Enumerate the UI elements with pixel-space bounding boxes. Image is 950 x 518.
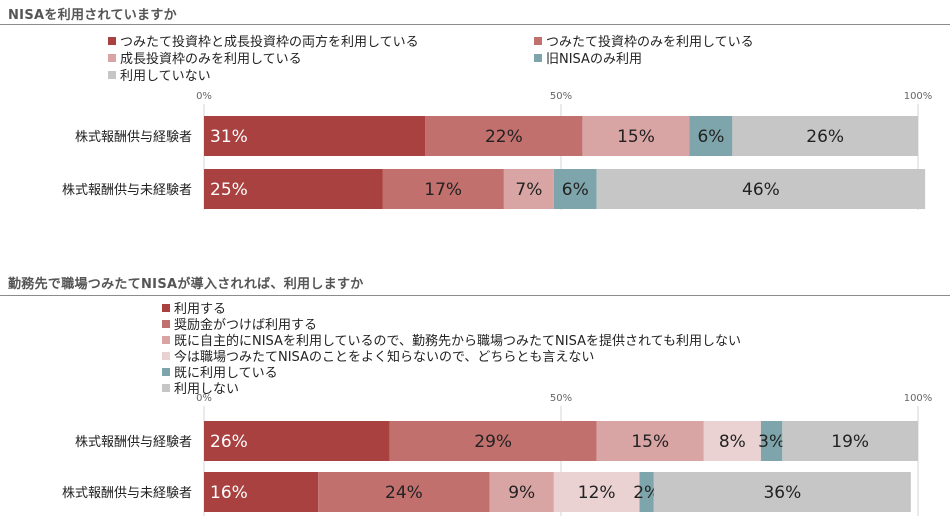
data-label: 22% <box>485 127 523 147</box>
legend-item-already-self: 既に自主的にNISAを利用しているので、勤務先から職場つみたてNISAを提供され… <box>162 334 741 349</box>
data-label: 7% <box>515 180 542 200</box>
data-label: 17% <box>424 180 462 200</box>
data-label: 36% <box>763 483 801 503</box>
category-label: 株式報酬供与経験者 <box>75 130 192 145</box>
data-label: 3% <box>758 432 785 452</box>
bar-segment <box>596 169 926 209</box>
legend-label: 利用しない <box>174 382 240 397</box>
data-label: 29% <box>474 432 512 452</box>
data-label: 15% <box>631 432 669 452</box>
chart-section-nisa-usage: NISAを利用されていますか つみたて投資枠と成長投資枠の両方を利用している つ… <box>0 8 950 210</box>
category-label: 株式報酬供与経験者 <box>75 435 192 450</box>
x-tick-label: 0% <box>196 393 212 404</box>
bar-segment <box>653 472 911 512</box>
legend-label: つみたて投資枠と成長投資枠の両方を利用している <box>120 35 419 50</box>
legend-label: 利用していない <box>120 69 211 84</box>
legend-item-will-use: 利用する <box>162 302 226 317</box>
bar-segment <box>689 116 733 156</box>
legend-swatch-will-not-use <box>162 384 170 392</box>
bar-segment <box>318 472 490 512</box>
x-tick-label: 50% <box>550 91 572 102</box>
bar-segment <box>389 421 597 461</box>
data-label: 26% <box>806 127 844 147</box>
data-label: 19% <box>831 432 869 452</box>
bar-segment <box>639 472 654 512</box>
bar-segment <box>425 116 583 156</box>
chart-title-2: 勤務先で職場つみたてNISAが導入されれば、利用しますか <box>8 277 364 292</box>
legend-item-already-using: 既に利用している <box>162 366 278 381</box>
data-label: 46% <box>742 180 780 200</box>
data-label: 31% <box>210 127 248 147</box>
legend-swatch-not-using <box>108 71 116 79</box>
bar-segment <box>503 169 554 209</box>
legend-label: 今は職場つみたてNISAのことをよく知らないので、どちらとも言えない <box>174 350 595 365</box>
x-tick-label: 100% <box>904 91 933 102</box>
bar-segment <box>204 116 426 156</box>
bar-segment <box>732 116 918 156</box>
chart-section-workplace-nisa: 勤務先で職場つみたてNISAが導入されれば、利用しますか 利用する 奨励金がつけ… <box>0 260 950 518</box>
legend-swatch-tsumitate-only <box>534 37 542 45</box>
data-label: 2% <box>633 483 660 503</box>
data-label: 6% <box>562 180 589 200</box>
data-label: 16% <box>210 483 248 503</box>
legend-item-both: つみたて投資枠と成長投資枠の両方を利用している <box>108 35 419 50</box>
legend-swatch-old-nisa <box>534 54 542 62</box>
data-label: 25% <box>210 180 248 200</box>
legend-item-undecided: 今は職場つみたてNISAのことをよく知らないので、どちらとも言えない <box>162 350 594 365</box>
bar-segment <box>204 169 383 209</box>
section-divider-2 <box>0 295 950 296</box>
bar-segment <box>204 472 319 512</box>
bar-segment <box>596 421 704 461</box>
legend-swatch-both <box>108 37 116 45</box>
category-label: 株式報酬供与未経験者 <box>62 183 192 198</box>
legend-label: 利用する <box>174 302 227 317</box>
legend-label: 既に自主的にNISAを利用しているので、勤務先から職場つみたてNISAを提供され… <box>174 334 741 349</box>
legend-label: 成長投資枠のみを利用している <box>120 52 302 67</box>
legend-label: 奨励金がつけば利用する <box>174 318 318 333</box>
legend-swatch-already-using <box>162 368 170 376</box>
data-label: 6% <box>697 127 724 147</box>
legend-swatch-if-incentive <box>162 320 170 328</box>
legend-swatch-will-use <box>162 304 170 312</box>
x-tick-label: 50% <box>550 393 572 404</box>
bar-segment <box>760 421 783 461</box>
legend-item-growth-only: 成長投資枠のみを利用している <box>108 52 302 67</box>
bar-segment <box>489 472 554 512</box>
bar-segment <box>553 169 597 209</box>
legend-item-not-using: 利用していない <box>108 69 211 84</box>
data-label: 12% <box>578 483 616 503</box>
data-label: 26% <box>210 432 248 452</box>
legend-item-if-incentive: 奨励金がつけば利用する <box>162 318 317 333</box>
section-divider-1 <box>0 24 950 25</box>
chart-title-1: NISAを利用されていますか <box>8 8 177 23</box>
legend-swatch-growth-only <box>108 54 116 62</box>
bar-segment <box>204 421 390 461</box>
legend-swatch-undecided <box>162 352 170 360</box>
x-tick-label: 100% <box>904 393 933 404</box>
bar-segment <box>703 421 761 461</box>
x-tick-label: 0% <box>196 91 212 102</box>
legend-item-old-nisa: 旧NISAのみ利用 <box>534 52 642 67</box>
legend-label: つみたて投資枠のみを利用している <box>546 35 754 50</box>
bar-segment <box>782 421 918 461</box>
bar-segment <box>553 472 640 512</box>
legend-swatch-already-self <box>162 336 170 344</box>
bar-segment <box>382 169 504 209</box>
data-label: 15% <box>617 127 655 147</box>
category-label: 株式報酬供与未経験者 <box>62 486 192 501</box>
stacked-bar-chart-2: 0% 50% 100% 株式報酬供与経験者 26% 29% 15% 8% 3% 19% 株式報酬供与… <box>62 393 933 516</box>
data-label: 8% <box>719 432 746 452</box>
legend-label: 既に利用している <box>174 366 278 381</box>
data-label: 24% <box>385 483 423 503</box>
legend-item-will-not-use: 利用しない <box>162 382 239 397</box>
bar-segment <box>582 116 690 156</box>
legend-item-tsumitate-only: つみたて投資枠のみを利用している <box>534 35 754 50</box>
stacked-bar-chart-1: 0% 50% 100% 株式報酬供与経験者 31% 22% 15% 6% 26% 株式報酬供与未経… <box>62 91 933 210</box>
data-label: 9% <box>508 483 535 503</box>
legend-label: 旧NISAのみ利用 <box>546 52 642 67</box>
